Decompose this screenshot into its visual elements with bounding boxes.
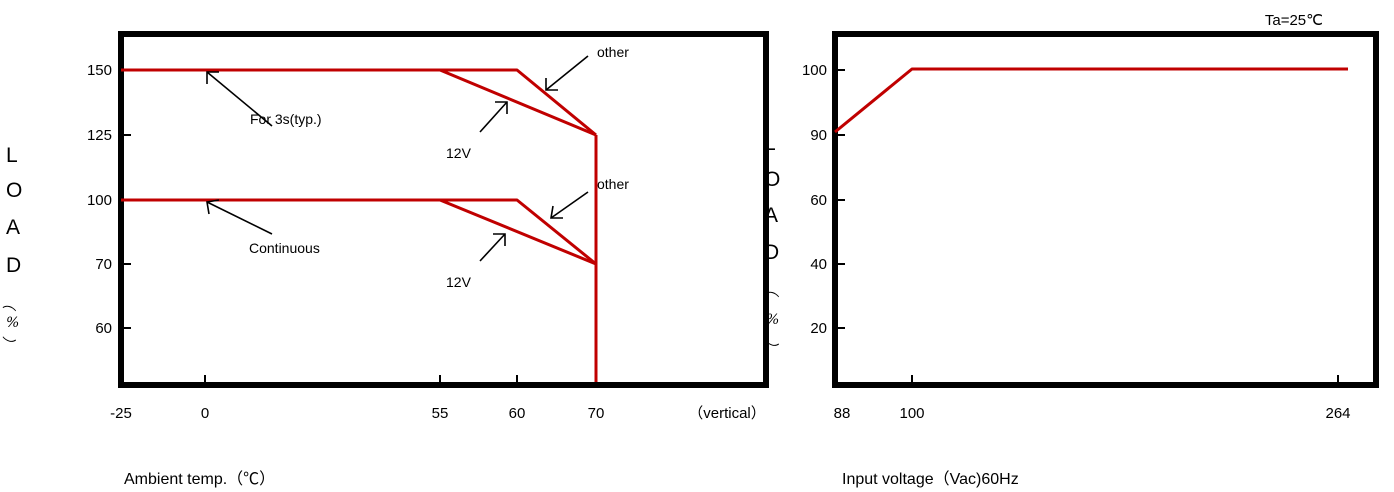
- left-ylabel-char: L: [6, 144, 18, 167]
- left-x-axis-label: Ambient temp.（℃）: [124, 470, 275, 488]
- annotation-label: 12V: [446, 145, 472, 161]
- annotation-arrow: [550, 191, 589, 219]
- left-x-tick-label: 70: [588, 405, 605, 422]
- left-x-tick-label: 60: [509, 405, 526, 422]
- right-ylabel-char: A: [764, 204, 778, 227]
- left-y-ticks: 150 125 100 70 60: [87, 62, 131, 337]
- annotation-arrowhead: [550, 205, 563, 219]
- right-ylabel-char: %: [766, 312, 779, 328]
- left-y-axis-label: L O A D （ % ）: [0, 144, 22, 350]
- left-y-tick-label: 60: [95, 320, 112, 337]
- annotation-arrow: [479, 101, 508, 133]
- annotation-arrowhead: [206, 71, 219, 84]
- left-ylabel-char: O: [6, 179, 22, 202]
- annotation-arrow: [545, 55, 589, 91]
- right-ylabel-char: （: [763, 281, 779, 298]
- right-y-tick-label: 90: [810, 127, 827, 144]
- left-y-tick-label: 70: [95, 256, 112, 273]
- left-plot-frame: [118, 31, 769, 388]
- left-x-tick-label: 55: [432, 405, 449, 422]
- right-ylabel-char: D: [764, 241, 779, 264]
- left-x-tick-label: 0: [201, 405, 209, 422]
- annotation-label: other: [597, 44, 629, 60]
- annotation-label: For 3s(typ.): [250, 111, 322, 127]
- left-y-tick-label: 100: [87, 192, 112, 209]
- left-x-tick-label: （vertical）: [688, 405, 766, 422]
- right-x-tick-label: 264: [1325, 405, 1350, 422]
- right-y-ticks: 100 90 60 40 20: [802, 62, 845, 337]
- left-y-tick-label: 125: [87, 127, 112, 144]
- right-chart-title: Ta=25℃: [1265, 12, 1323, 29]
- annotation-label: 12V: [446, 274, 472, 290]
- left-x-tick-label: -25: [110, 405, 132, 422]
- derating-curve-3: [121, 198, 597, 266]
- left-y-tick-label: 150: [87, 62, 112, 79]
- left-ylabel-char: %: [6, 315, 19, 331]
- derating-curve-1: [121, 68, 597, 137]
- derating-curve-0: [121, 68, 597, 137]
- right-ylabel-char: L: [764, 132, 776, 155]
- right-y-tick-label: 40: [810, 256, 827, 273]
- right-chart: Ta=25℃ L O A D （ % ） 100 90 60 40 20: [763, 12, 1379, 488]
- annotation-arrowhead: [493, 233, 506, 246]
- right-curves: [834, 67, 1348, 134]
- annotation-arrow: [206, 201, 273, 235]
- left-annotations: For 3s(typ.) other 12V Continuous other …: [206, 44, 629, 290]
- right-plot-frame: [832, 31, 1379, 388]
- left-chart: L O A D （ % ） 150 125 100 70 60 -: [0, 31, 769, 488]
- left-ylabel-char: A: [6, 216, 20, 239]
- right-y-tick-label: 60: [810, 192, 827, 209]
- annotation-arrowhead: [206, 199, 220, 215]
- derating-curve-2: [121, 198, 597, 266]
- left-x-ticks: -25 0 55 60 70 （vertical）: [110, 375, 766, 422]
- annotation-arrow: [479, 233, 506, 262]
- left-ylabel-char: （: [0, 295, 16, 312]
- annotation-label: other: [597, 176, 629, 192]
- right-x-ticks: 88 100 264: [834, 375, 1351, 422]
- right-x-axis-label: Input voltage（Vac)60Hz: [842, 470, 1019, 488]
- right-y-tick-label: 20: [810, 320, 827, 337]
- left-curves: [121, 68, 598, 382]
- annotation-label: Continuous: [249, 240, 320, 256]
- annotation-arrow: [206, 71, 273, 127]
- right-y-tick-label: 100: [802, 62, 827, 79]
- right-ylabel-char: ）: [763, 340, 779, 354]
- derating-curve-0: [834, 67, 1348, 134]
- right-x-tick-label: 100: [899, 405, 924, 422]
- right-ylabel-char: O: [764, 168, 780, 191]
- annotation-arrowhead: [545, 78, 558, 91]
- left-ylabel-char: ）: [0, 336, 16, 350]
- annotation-arrowhead: [495, 101, 508, 114]
- left-ylabel-char: D: [6, 254, 21, 277]
- right-x-tick-label: 88: [834, 405, 851, 422]
- right-y-axis-label: L O A D （ % ）: [763, 132, 780, 354]
